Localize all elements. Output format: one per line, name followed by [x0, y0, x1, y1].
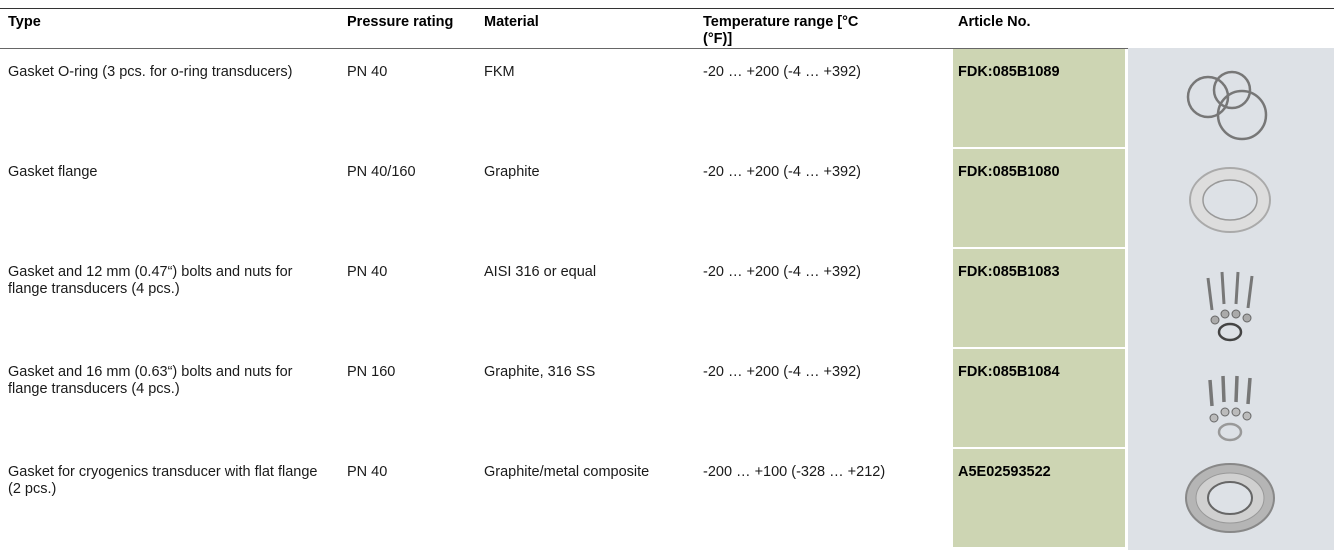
flange-gasket-image: [1170, 158, 1290, 243]
type: Gasket and 12 mm (0.47“) bolts and nuts …: [8, 264, 328, 298]
pressure-rating: PN 40: [347, 264, 477, 281]
type: Gasket flange: [8, 164, 328, 181]
pressure-rating-header: Pressure rating: [347, 14, 477, 31]
type: Gasket for cryogenics transducer with fl…: [8, 464, 328, 498]
pressure-rating: PN 40: [347, 64, 477, 81]
bolts-12mm-image: [1170, 258, 1290, 343]
temperature-range-header: Temperature range [°C (°F)]: [703, 14, 873, 48]
article-no: FDK:085B1080: [958, 164, 1123, 181]
material: Graphite: [484, 164, 664, 181]
temperature-range: -20 … +200 (-4 … +392): [703, 364, 903, 381]
top-rule: [0, 8, 1334, 9]
article-no: FDK:085B1089: [958, 64, 1123, 81]
temperature-range: -20 … +200 (-4 … +392): [703, 64, 903, 81]
article-no-header: Article No.: [958, 14, 1123, 31]
bolts-16mm-image: [1170, 358, 1290, 443]
temperature-range: -20 … +200 (-4 … +392): [703, 164, 903, 181]
article-no: FDK:085B1083: [958, 264, 1123, 281]
material: Graphite, 316 SS: [484, 364, 664, 381]
pressure-rating: PN 40/160: [347, 164, 477, 181]
type: Gasket O-ring (3 pcs. for o-ring transdu…: [8, 64, 328, 81]
cryogenic-gasket-image: [1170, 458, 1290, 543]
type: Gasket and 16 mm (0.63“) bolts and nuts …: [8, 364, 328, 398]
material-header: Material: [484, 14, 684, 31]
material: Graphite/metal composite: [484, 464, 664, 481]
pressure-rating: PN 40: [347, 464, 477, 481]
temperature-range: -20 … +200 (-4 … +392): [703, 264, 903, 281]
article-no: FDK:085B1084: [958, 364, 1123, 381]
article-no: A5E02593522: [958, 464, 1123, 481]
pressure-rating: PN 160: [347, 364, 477, 381]
page: Type Pressure rating Material Temperature r…: [0, 0, 1334, 550]
o-ring-image: [1170, 60, 1290, 145]
material: FKM: [484, 64, 664, 81]
material: AISI 316 or equal: [484, 264, 664, 281]
type-header: Type: [8, 14, 328, 31]
temperature-range: -200 … +100 (-328 … +212): [703, 464, 903, 481]
